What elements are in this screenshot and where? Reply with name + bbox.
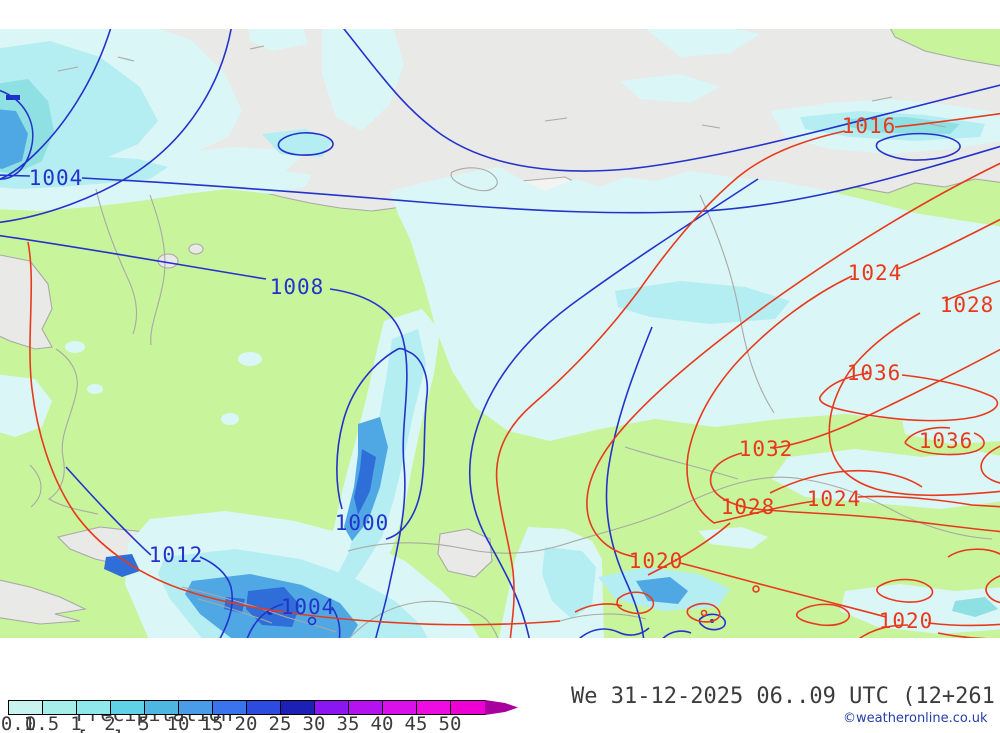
weather-map: 1004 1008 1000 1012 1004 1016 1024 1028 … xyxy=(0,29,1000,638)
legend-scale-value: 45 xyxy=(404,713,428,733)
legend-scale-value: 1 xyxy=(70,713,82,733)
legend-scale-value: 2 xyxy=(104,713,116,733)
legend-scale-value: 10 xyxy=(166,713,190,733)
precipitation-legend: Precipitation [mm] GFS 0.10.512510152025… xyxy=(0,680,1000,733)
border-layer xyxy=(29,45,993,638)
precipitation-layer xyxy=(0,29,1000,638)
legend-cell xyxy=(43,701,77,714)
legend-cell xyxy=(247,701,281,714)
copyright-link[interactable]: ©weatheronline.co.uk xyxy=(843,711,988,726)
legend-cell xyxy=(77,701,111,714)
legend-unit-label: [mm] xyxy=(76,726,124,733)
legend-cell xyxy=(349,701,383,714)
legend-scale-value: 35 xyxy=(336,713,360,733)
legend-arrow-icon xyxy=(485,700,518,715)
legend-colorbar xyxy=(8,700,486,715)
legend-scale-value: 40 xyxy=(370,713,394,733)
legend-scale-value: 0.1 xyxy=(0,713,36,733)
legend-cell xyxy=(111,701,145,714)
legend-scale-value: 25 xyxy=(268,713,292,733)
legend-cell xyxy=(145,701,179,714)
legend-cell xyxy=(383,701,417,714)
map-graphic xyxy=(0,29,1000,638)
legend-scale-value: 0.5 xyxy=(24,713,60,733)
legend-cell xyxy=(281,701,315,714)
legend-cell xyxy=(451,701,485,714)
legend-cell xyxy=(179,701,213,714)
legend-scale-value: 50 xyxy=(438,713,462,733)
legend-scale-value: 20 xyxy=(234,713,258,733)
legend-cell xyxy=(315,701,349,714)
valid-time-label: We 31-12-2025 06..09 UTC (12+261 xyxy=(571,684,995,709)
legend-scale-value: 5 xyxy=(138,713,150,733)
legend-scale-value: 30 xyxy=(302,713,326,733)
legend-scale-value: 15 xyxy=(200,713,224,733)
legend-scale-labels: 0.1 0.5 1 2 5 10 15 20 25 30 35 40 45 50 xyxy=(0,713,560,733)
legend-cell xyxy=(213,701,247,714)
legend-cell xyxy=(9,701,43,714)
isobar-high-layer xyxy=(27,112,1000,638)
legend-cell xyxy=(417,701,451,714)
isobar-low-layer xyxy=(0,29,1000,638)
